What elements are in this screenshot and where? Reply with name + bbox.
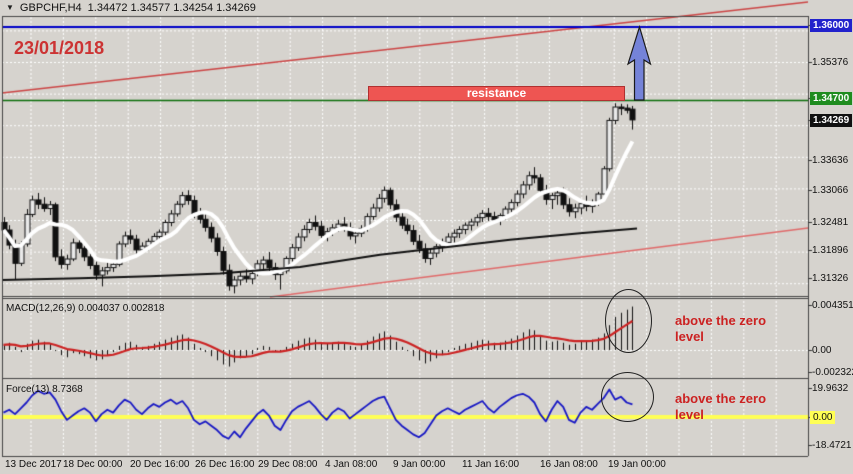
price-axis-label: 1.31326	[812, 273, 849, 284]
date-annotation: 23/01/2018	[14, 38, 105, 58]
time-axis-label: 11 Jan 16:00	[462, 459, 520, 470]
resistance-label: resistance	[368, 86, 625, 101]
time-axis-label: 29 Dec 08:00	[258, 459, 318, 470]
force-note: above the zero level	[675, 391, 767, 422]
macd-axis-label: -0.002322	[812, 367, 853, 378]
price-axis-label: 1.31896	[812, 245, 849, 256]
chart-title-bar[interactable]: ▼ GBPCHF,H4 1.34472 1.34577 1.34254 1.34…	[0, 0, 853, 16]
macd-header: MACD(12,26,9) 0.004037 0.002818	[6, 303, 165, 314]
price-axis-label: 1.33066	[812, 185, 849, 196]
ohlc-values: 1.34472 1.34577 1.34254 1.34269	[87, 2, 256, 14]
time-axis-label: 13 Dec 2017	[5, 459, 62, 470]
price-axis-label: 1.34700	[810, 92, 853, 105]
time-axis-label: 16 Jan 08:00	[540, 459, 598, 470]
macd-highlight-ellipse	[605, 289, 652, 353]
force-header: Force(13) 8.7368	[6, 384, 83, 395]
time-axis-label: 18 Dec 00:00	[63, 459, 123, 470]
time-axis-label: 26 Dec 16:00	[195, 459, 255, 470]
price-axis-label: 1.34269	[810, 114, 853, 127]
macd-axis-label: 0.00	[812, 345, 832, 356]
time-axis-label: 9 Jan 00:00	[393, 459, 446, 470]
price-axis-label: 1.35376	[812, 57, 849, 68]
macd-axis-label: 0.004351	[812, 300, 853, 311]
symbol-timeframe-label: GBPCHF,H4	[19, 2, 82, 14]
chevron-down-icon[interactable]: ▼	[6, 3, 14, 12]
time-axis-label: 19 Jan 00:00	[608, 459, 666, 470]
force-axis-label: 19.9632	[812, 383, 849, 394]
price-axis-label: 1.36000	[810, 19, 853, 32]
force-highlight-ellipse	[601, 372, 654, 422]
force-axis-label: 0.00	[810, 411, 836, 424]
macd-note: above the zero level	[675, 313, 767, 344]
time-axis-label: 20 Dec 16:00	[130, 459, 190, 470]
up-arrow	[626, 24, 652, 101]
price-axis-label: 1.33636	[812, 155, 849, 166]
time-axis-label: 4 Jan 08:00	[325, 459, 378, 470]
force-axis-label: -18.4721	[812, 440, 852, 451]
price-axis-label: 1.32481	[812, 217, 849, 228]
